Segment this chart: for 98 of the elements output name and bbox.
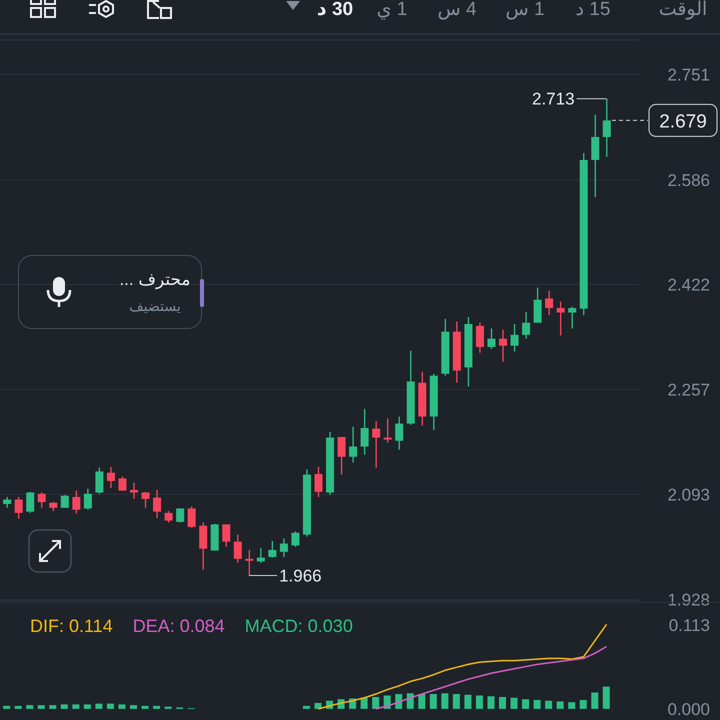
bar	[72, 704, 80, 709]
bar	[302, 706, 310, 709]
candlestick	[476, 322, 484, 354]
candlestick	[153, 489, 162, 519]
candlestick	[118, 476, 126, 492]
candlestick	[280, 538, 288, 558]
y-tick-label: 0.000	[667, 700, 710, 719]
candlestick	[164, 510, 173, 524]
candlestick	[234, 534, 242, 564]
candlestick	[84, 488, 92, 510]
candlestick	[349, 426, 358, 464]
candlestick	[60, 494, 69, 508]
candlestick	[591, 114, 600, 198]
candlestick	[568, 306, 576, 330]
bar	[3, 706, 10, 709]
bar	[153, 706, 160, 709]
y-tick-label: 0.113	[668, 616, 710, 636]
bar	[476, 696, 483, 709]
y-tick-label: 2.751	[667, 65, 710, 84]
bar	[545, 700, 552, 709]
bar	[418, 694, 426, 709]
candlestick	[499, 329, 508, 362]
candlestick	[556, 301, 565, 336]
bar	[106, 704, 114, 709]
y-tick-label: 2.093	[667, 485, 710, 504]
bar	[372, 696, 380, 709]
bar	[118, 704, 126, 709]
candlestick	[338, 436, 346, 476]
candlestick	[384, 418, 392, 444]
bar	[14, 706, 22, 709]
text: 4 س	[437, 0, 477, 20]
bar	[522, 699, 530, 709]
candlestick	[95, 466, 104, 494]
bar	[499, 696, 506, 709]
text: الوقت	[658, 0, 708, 21]
candlestick	[256, 547, 265, 564]
bar	[95, 704, 102, 709]
candlestick	[510, 323, 519, 352]
candlestick	[291, 530, 300, 548]
candlestick	[72, 490, 80, 514]
bar	[510, 698, 518, 709]
bar	[130, 705, 137, 709]
candlestick	[602, 98, 611, 158]
bar	[430, 694, 437, 709]
candlestick	[314, 466, 323, 498]
candlestick	[130, 482, 138, 500]
ref-line-label: 2.679	[659, 111, 707, 132]
candlestick	[106, 466, 115, 489]
candlestick	[142, 491, 150, 508]
candlestick	[38, 492, 46, 508]
candlestick	[487, 328, 496, 350]
y-tick-label: 2.422	[667, 275, 710, 294]
text: 30 د	[316, 0, 354, 20]
text: MACD: 0.030	[244, 616, 353, 637]
candlestick	[372, 420, 380, 468]
text: DEA: 0.084	[132, 616, 225, 637]
line-series	[375, 646, 608, 710]
bar	[49, 705, 56, 709]
annotation: 1.966	[279, 566, 322, 586]
bar	[452, 694, 460, 709]
annotation: 2.713	[532, 90, 575, 109]
bar	[84, 704, 91, 709]
text: DIF: 0.114	[30, 616, 113, 637]
candlestick	[522, 311, 530, 340]
annotation: يستضيف	[128, 297, 182, 316]
candlestick	[268, 540, 276, 558]
annotation: محترف ...	[118, 269, 192, 291]
text: 1 ي	[376, 0, 408, 20]
bar	[568, 702, 576, 709]
candlestick	[176, 508, 184, 524]
bar	[38, 705, 45, 709]
bar	[556, 701, 564, 709]
bar	[487, 696, 494, 709]
bar	[464, 694, 472, 709]
bar	[26, 705, 34, 709]
bar	[360, 698, 368, 709]
text: 1 س	[505, 0, 545, 20]
candlestick	[26, 491, 34, 514]
candlestick	[395, 416, 404, 450]
bar	[602, 686, 610, 709]
bar	[60, 704, 68, 709]
bar	[591, 692, 598, 709]
y-tick-label: 2.257	[667, 380, 710, 400]
candlestick	[14, 496, 23, 520]
bar	[580, 700, 587, 709]
bar	[441, 693, 448, 709]
bar	[534, 700, 541, 709]
candlestick	[199, 522, 208, 570]
candlestick	[245, 549, 254, 576]
candlestick	[188, 506, 196, 528]
candlestick	[545, 290, 554, 316]
candlestick	[360, 408, 369, 456]
candlestick	[222, 524, 230, 548]
candlestick	[3, 496, 12, 508]
text: 15 د	[576, 0, 610, 20]
y-tick-label: 2.586	[667, 170, 710, 190]
bar	[142, 706, 149, 709]
candlestick	[534, 286, 542, 324]
